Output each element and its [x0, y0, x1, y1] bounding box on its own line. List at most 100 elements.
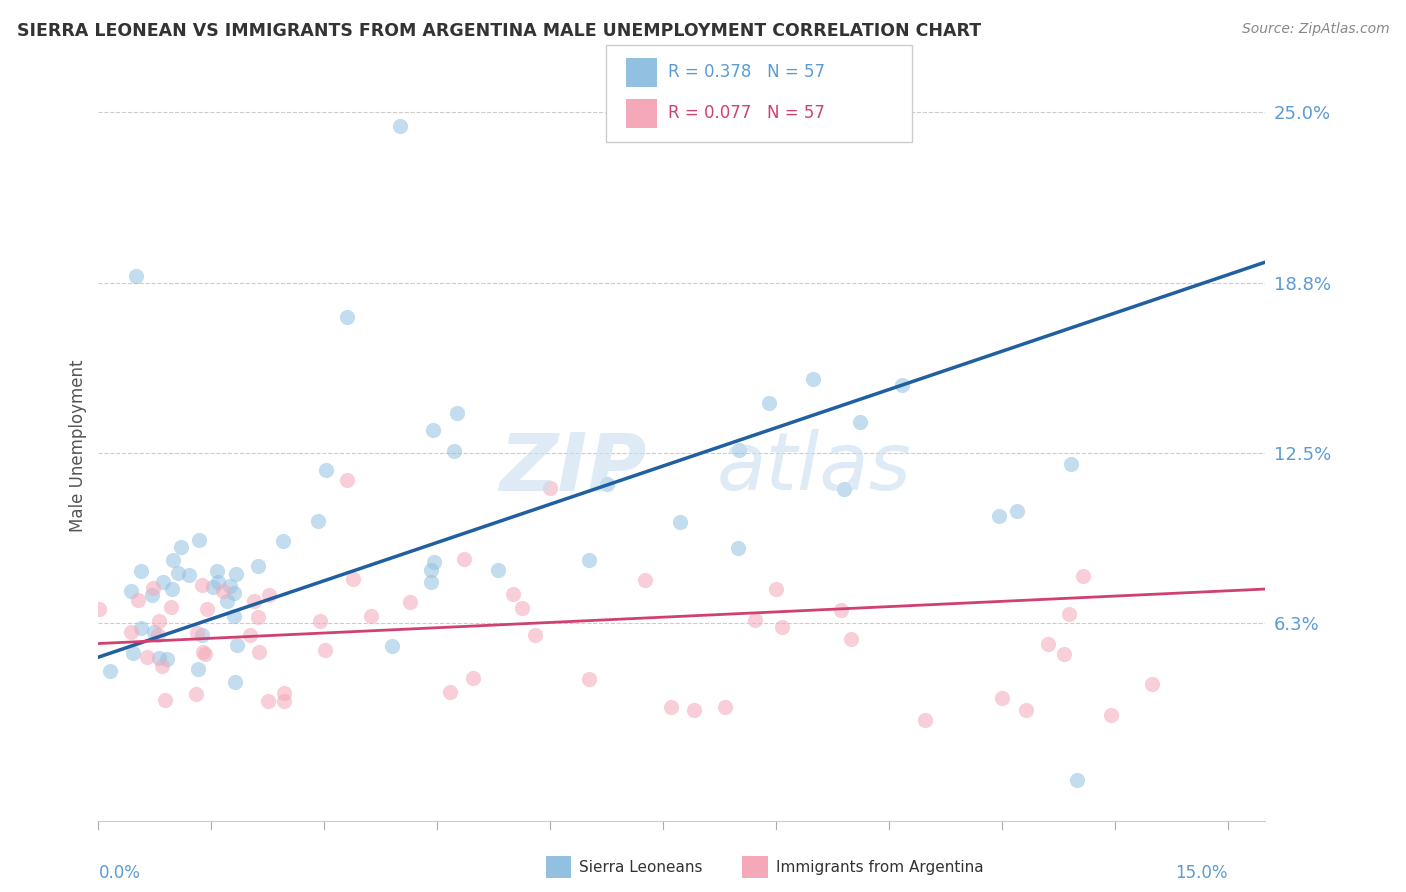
Sierra Leoneans — [987, 509, 1010, 524]
Immigrants from Argentina — [524, 628, 547, 642]
Immigrants from Argentina — [87, 602, 110, 616]
Sierra Leoneans — [205, 564, 228, 578]
Sierra Leoneans — [578, 552, 600, 566]
Sierra Leoneans — [271, 534, 294, 549]
Sierra Leoneans — [486, 563, 509, 577]
Sierra Leoneans — [170, 540, 193, 554]
Immigrants from Argentina — [148, 614, 170, 628]
Sierra Leoneans — [226, 638, 249, 652]
Sierra Leoneans — [422, 555, 444, 569]
Immigrants from Argentina — [744, 614, 766, 628]
Immigrants from Argentina — [502, 587, 524, 601]
Immigrants from Argentina — [713, 700, 735, 714]
Sierra Leoneans — [148, 651, 170, 665]
Sierra Leoneans — [315, 463, 337, 477]
Sierra Leoneans — [222, 609, 245, 624]
Sierra Leoneans — [141, 588, 163, 602]
Immigrants from Argentina — [463, 671, 485, 685]
Immigrants from Argentina — [247, 645, 270, 659]
Sierra Leoneans — [420, 575, 443, 590]
Immigrants from Argentina — [342, 572, 364, 586]
Immigrants from Argentina — [914, 714, 936, 728]
Immigrants from Argentina — [194, 647, 217, 661]
Immigrants from Argentina — [510, 600, 533, 615]
Immigrants from Argentina — [770, 620, 793, 634]
Immigrants from Argentina — [578, 672, 600, 686]
Sierra Leoneans — [849, 415, 872, 429]
Immigrants from Argentina — [273, 686, 295, 700]
Sierra Leoneans — [224, 674, 246, 689]
Immigrants from Argentina — [186, 626, 208, 640]
Immigrants from Argentina — [146, 627, 169, 641]
Sierra Leoneans — [1059, 457, 1081, 471]
Immigrants from Argentina — [1053, 648, 1076, 662]
Immigrants from Argentina — [439, 684, 461, 698]
Sierra Leoneans — [1066, 772, 1088, 787]
Sierra Leoneans — [758, 395, 780, 409]
Sierra Leoneans — [388, 119, 411, 133]
Sierra Leoneans — [187, 662, 209, 676]
Sierra Leoneans — [120, 583, 142, 598]
Sierra Leoneans — [202, 580, 225, 594]
Sierra Leoneans — [218, 579, 240, 593]
Immigrants from Argentina — [153, 693, 176, 707]
Sierra Leoneans — [446, 406, 468, 420]
Text: Source: ZipAtlas.com: Source: ZipAtlas.com — [1241, 22, 1389, 37]
Sierra Leoneans — [832, 482, 855, 496]
Text: 0.0%: 0.0% — [98, 864, 141, 882]
Immigrants from Argentina — [634, 573, 657, 587]
Sierra Leoneans — [217, 594, 239, 608]
Text: 15.0%: 15.0% — [1175, 864, 1227, 882]
Sierra Leoneans — [381, 640, 404, 654]
Immigrants from Argentina — [839, 632, 862, 647]
Immigrants from Argentina — [360, 609, 382, 624]
Sierra Leoneans — [307, 514, 329, 528]
Immigrants from Argentina — [257, 588, 280, 602]
Immigrants from Argentina — [186, 687, 208, 701]
Sierra Leoneans — [422, 423, 444, 437]
Sierra Leoneans — [247, 559, 270, 574]
Sierra Leoneans — [336, 310, 359, 324]
Sierra Leoneans — [187, 533, 209, 547]
Sierra Leoneans — [595, 477, 617, 491]
Immigrants from Argentina — [683, 703, 706, 717]
Immigrants from Argentina — [212, 583, 235, 598]
Immigrants from Argentina — [1099, 708, 1122, 723]
Text: ZIP: ZIP — [499, 429, 647, 508]
Sierra Leoneans — [152, 575, 174, 590]
Immigrants from Argentina — [1071, 569, 1094, 583]
Text: SIERRA LEONEAN VS IMMIGRANTS FROM ARGENTINA MALE UNEMPLOYMENT CORRELATION CHART: SIERRA LEONEAN VS IMMIGRANTS FROM ARGENT… — [17, 22, 981, 40]
Immigrants from Argentina — [538, 481, 561, 495]
Text: R = 0.378   N = 57: R = 0.378 N = 57 — [668, 63, 825, 81]
Immigrants from Argentina — [659, 699, 682, 714]
Sierra Leoneans — [167, 566, 190, 580]
Sierra Leoneans — [727, 443, 749, 458]
Immigrants from Argentina — [246, 609, 269, 624]
Text: R = 0.077   N = 57: R = 0.077 N = 57 — [668, 104, 825, 122]
Immigrants from Argentina — [336, 473, 359, 487]
Immigrants from Argentina — [191, 645, 214, 659]
Immigrants from Argentina — [991, 691, 1014, 706]
Sierra Leoneans — [162, 552, 184, 566]
Immigrants from Argentina — [314, 642, 336, 657]
Sierra Leoneans — [121, 646, 143, 660]
Sierra Leoneans — [98, 664, 121, 678]
Sierra Leoneans — [224, 586, 246, 600]
Sierra Leoneans — [177, 568, 200, 582]
Sierra Leoneans — [1005, 504, 1028, 518]
Immigrants from Argentina — [239, 628, 262, 642]
Sierra Leoneans — [669, 515, 692, 529]
Sierra Leoneans — [160, 582, 183, 596]
Immigrants from Argentina — [273, 694, 295, 708]
Immigrants from Argentina — [830, 603, 852, 617]
Text: Sierra Leoneans: Sierra Leoneans — [579, 860, 703, 874]
Sierra Leoneans — [155, 652, 177, 666]
Immigrants from Argentina — [257, 693, 280, 707]
Immigrants from Argentina — [308, 615, 330, 629]
Sierra Leoneans — [891, 377, 914, 392]
Sierra Leoneans — [727, 541, 749, 556]
Immigrants from Argentina — [150, 658, 173, 673]
Y-axis label: Male Unemployment: Male Unemployment — [69, 359, 87, 533]
Immigrants from Argentina — [1142, 677, 1164, 691]
Sierra Leoneans — [129, 621, 152, 635]
